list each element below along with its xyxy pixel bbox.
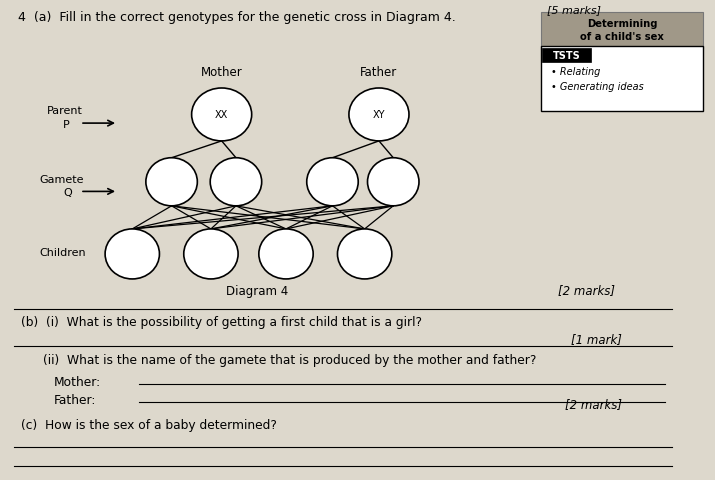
Text: (ii)  What is the name of the gamete that is produced by the mother and father?: (ii) What is the name of the gamete that…: [43, 353, 536, 366]
Text: [5 marks]: [5 marks]: [546, 5, 601, 15]
FancyBboxPatch shape: [542, 49, 591, 63]
Text: Diagram 4: Diagram 4: [226, 284, 289, 297]
Text: Q: Q: [63, 188, 72, 198]
Ellipse shape: [210, 158, 262, 206]
Text: 4  (a)  Fill in the correct genotypes for the genetic cross in Diagram 4.: 4 (a) Fill in the correct genotypes for …: [18, 11, 455, 24]
Ellipse shape: [192, 89, 252, 142]
Text: TSTS: TSTS: [553, 51, 580, 61]
Text: Determining
of a child's sex: Determining of a child's sex: [580, 19, 664, 42]
Text: • Generating ideas: • Generating ideas: [551, 82, 644, 91]
FancyBboxPatch shape: [541, 13, 703, 49]
Text: • Relating: • Relating: [551, 67, 600, 77]
Text: XX: XX: [215, 110, 228, 120]
Text: [1 mark]: [1 mark]: [571, 332, 622, 345]
Ellipse shape: [349, 89, 409, 142]
Text: (b)  (i)  What is the possibility of getting a first child that is a girl?: (b) (i) What is the possibility of getti…: [21, 316, 423, 329]
Ellipse shape: [337, 229, 392, 279]
Text: (c)  How is the sex of a baby determined?: (c) How is the sex of a baby determined?: [21, 419, 277, 432]
Text: XY: XY: [373, 110, 385, 120]
Ellipse shape: [184, 229, 238, 279]
Ellipse shape: [105, 229, 159, 279]
Text: Father: Father: [360, 66, 398, 79]
Text: Parent: Parent: [46, 106, 82, 115]
Ellipse shape: [259, 229, 313, 279]
Text: Mother:: Mother:: [54, 375, 101, 388]
Ellipse shape: [368, 158, 419, 206]
Text: Children: Children: [39, 247, 86, 257]
Text: [2 marks]: [2 marks]: [558, 284, 615, 297]
Text: P: P: [63, 120, 69, 130]
Text: [2 marks]: [2 marks]: [565, 397, 622, 411]
Text: Gamete: Gamete: [39, 175, 84, 185]
Ellipse shape: [146, 158, 197, 206]
FancyBboxPatch shape: [541, 47, 703, 112]
Text: Mother: Mother: [201, 66, 242, 79]
Ellipse shape: [307, 158, 358, 206]
Text: Father:: Father:: [54, 393, 96, 406]
